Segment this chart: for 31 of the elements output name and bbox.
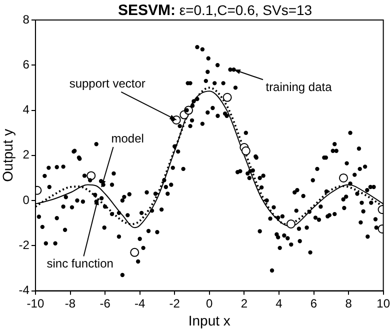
y-tick-label: -2 (18, 238, 30, 252)
x-tick-label: -6 (100, 296, 111, 310)
x-tick-label: 8 (345, 296, 352, 310)
y-tick-label: 8 (22, 12, 30, 26)
y-tick-label: 0 (22, 192, 30, 207)
annotation: model (111, 131, 144, 146)
y-tick-label: 4 (22, 102, 30, 117)
point (130, 248, 140, 257)
annotation: training data (266, 80, 332, 94)
x-tick-label: -10 (26, 296, 44, 310)
y-axis-title: Output y (0, 128, 16, 182)
x-tick-label: 10 (376, 296, 390, 310)
point (286, 220, 296, 229)
chart-title: SESVM: ε=0.1,C=0.6, SVs=13 (116, 2, 314, 19)
y-tick-label: 6 (22, 57, 30, 72)
y-tick-label: 2 (22, 148, 30, 162)
x-tick-label: -2 (169, 296, 180, 310)
x-tick-label: -8 (64, 296, 76, 310)
x-tick-label: 2 (240, 296, 248, 310)
annotation: sinc function (46, 256, 114, 271)
x-axis-title: Input x (188, 312, 230, 328)
x-tick-label: 0 (206, 296, 214, 310)
point (222, 92, 232, 102)
y-tick-label: -4 (18, 283, 30, 298)
x-tick-label: 4 (276, 296, 283, 310)
x-tick-label: -4 (134, 296, 146, 310)
point (338, 173, 348, 182)
x-tick-label: 6 (310, 296, 318, 310)
point (86, 171, 96, 180)
point (241, 146, 250, 156)
annotation: support vector (69, 76, 146, 90)
